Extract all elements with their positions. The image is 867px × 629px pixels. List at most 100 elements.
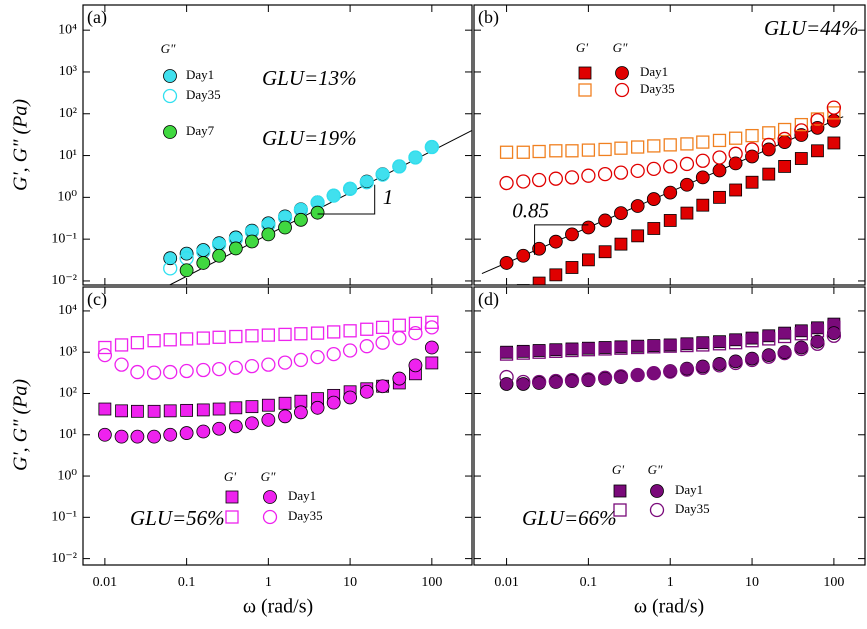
data-point xyxy=(778,160,792,173)
data-point xyxy=(327,325,341,339)
data-point xyxy=(310,205,325,220)
data-point xyxy=(115,404,128,418)
data-point xyxy=(261,357,276,372)
data-point xyxy=(762,167,776,181)
panel-label: (d) xyxy=(478,289,499,310)
data-point xyxy=(531,172,547,188)
data-point xyxy=(310,400,325,415)
panel-label: (c) xyxy=(87,289,107,310)
data-point xyxy=(581,168,596,183)
y-tick-label: 10² xyxy=(59,106,77,121)
data-point xyxy=(146,365,162,380)
data-point xyxy=(196,362,211,378)
data-point xyxy=(359,175,374,190)
data-point xyxy=(163,251,178,266)
data-point xyxy=(179,246,194,261)
data-point xyxy=(196,424,211,439)
data-point xyxy=(516,248,531,263)
data-point xyxy=(811,321,824,335)
data-point xyxy=(598,213,612,228)
data-point xyxy=(744,142,760,157)
x-tick-label: 1 xyxy=(667,575,674,590)
data-point xyxy=(827,136,841,150)
data-point xyxy=(408,316,423,331)
data-point xyxy=(680,177,694,192)
y-tick-label: 10¹ xyxy=(59,148,77,163)
data-point xyxy=(630,199,645,213)
data-point xyxy=(695,360,710,375)
data-point xyxy=(646,366,661,381)
data-point xyxy=(728,146,743,161)
data-point xyxy=(581,143,596,157)
panel-frame xyxy=(82,286,473,566)
y-tick-label: 10⁰ xyxy=(57,468,77,483)
x-tick-label: 0.01 xyxy=(494,575,519,590)
data-point xyxy=(614,141,628,155)
legend-header: G' xyxy=(612,462,624,477)
slope-marker xyxy=(534,224,589,255)
data-point xyxy=(713,190,726,204)
x-tick-label: 100 xyxy=(421,575,442,590)
data-point xyxy=(310,326,325,340)
data-point xyxy=(614,237,628,251)
legend-marker xyxy=(263,490,277,504)
data-point xyxy=(598,245,612,259)
data-point xyxy=(663,364,678,379)
legend-marker xyxy=(163,125,177,139)
data-point xyxy=(613,165,629,180)
data-point xyxy=(343,324,357,338)
legend-label: Day35 xyxy=(640,81,675,96)
legend-marker xyxy=(613,503,627,517)
data-point xyxy=(777,131,792,147)
data-point xyxy=(565,227,579,242)
data-point xyxy=(147,429,161,444)
annotation: GLU=13% xyxy=(262,66,357,90)
data-point xyxy=(762,329,776,343)
data-point xyxy=(729,333,743,347)
data-point xyxy=(581,343,596,357)
data-point xyxy=(212,248,227,263)
data-point xyxy=(180,403,194,417)
x-tick-label: 10 xyxy=(343,575,357,590)
data-point xyxy=(761,137,776,153)
data-point xyxy=(712,163,727,178)
legend-label: Day35 xyxy=(186,87,221,102)
data-point xyxy=(794,152,808,165)
data-point xyxy=(549,144,563,158)
data-point xyxy=(425,315,439,329)
data-point xyxy=(228,419,243,434)
y-tick-label: 10⁻¹ xyxy=(51,231,77,246)
data-point xyxy=(745,175,759,189)
data-point xyxy=(179,332,194,346)
data-point xyxy=(278,220,292,235)
data-point xyxy=(277,355,293,370)
y-axis-label: G', G" (Pa) xyxy=(10,379,32,471)
data-point xyxy=(375,320,390,335)
data-point xyxy=(729,183,743,197)
data-point xyxy=(163,261,178,276)
data-point xyxy=(762,126,776,140)
data-point xyxy=(196,331,210,345)
data-point xyxy=(631,140,645,154)
data-point xyxy=(794,327,808,341)
data-point xyxy=(375,379,390,394)
data-point xyxy=(212,421,227,436)
data-point xyxy=(261,227,276,242)
data-point xyxy=(131,404,144,418)
slope-marker xyxy=(317,184,376,215)
y-tick-label: 10¹ xyxy=(59,427,77,442)
data-point xyxy=(695,170,710,185)
data-point xyxy=(532,144,546,159)
data-point xyxy=(548,171,563,186)
data-point xyxy=(778,326,792,340)
data-point xyxy=(810,113,825,128)
data-point xyxy=(163,404,177,418)
x-tick-label: 0.01 xyxy=(93,575,118,590)
legend-marker xyxy=(649,502,665,518)
y-tick-label: 10⁴ xyxy=(58,303,77,318)
y-tick-label: 10⁻² xyxy=(51,273,77,288)
annotation: GLU=66% xyxy=(522,506,617,530)
legend-marker xyxy=(225,490,239,504)
data-point xyxy=(342,181,358,196)
annotation: GLU=44% xyxy=(764,16,859,40)
